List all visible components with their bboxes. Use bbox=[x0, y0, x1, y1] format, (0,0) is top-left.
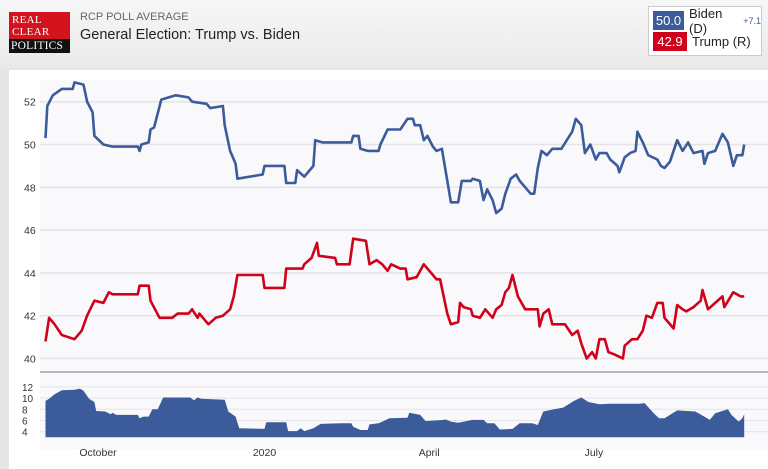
legend-item-biden[interactable]: 50.0 Biden (D) +7.1 bbox=[653, 6, 761, 36]
legend-item-trump[interactable]: 42.9 Trump (R) bbox=[653, 32, 751, 51]
spread-y-tick-label: 8 bbox=[22, 405, 28, 416]
x-tick-label: 2020 bbox=[253, 447, 277, 459]
y-tick-label: 42 bbox=[24, 311, 36, 323]
trump-name: Trump (R) bbox=[692, 34, 751, 49]
spread-y-tick-label: 4 bbox=[22, 428, 28, 439]
trump-value: 42.9 bbox=[653, 32, 687, 51]
trump-line bbox=[44, 237, 745, 360]
spread-y-tick-label: 10 bbox=[22, 394, 34, 405]
spread-area bbox=[45, 388, 745, 438]
page-title: General Election: Trump vs. Biden bbox=[80, 27, 301, 43]
y-tick-label: 52 bbox=[24, 97, 36, 109]
y-tick-label: 48 bbox=[24, 182, 36, 194]
y-tick-label: 50 bbox=[24, 140, 36, 152]
spread-y-tick-label: 6 bbox=[22, 417, 28, 428]
biden-value: 50.0 bbox=[653, 11, 685, 30]
rcp-logo[interactable]: REAL CLEAR POLITICS bbox=[9, 12, 70, 53]
kicker: RCP POLL AVERAGE bbox=[80, 11, 189, 23]
biden-line bbox=[44, 81, 746, 215]
logo-line: POLITICS bbox=[9, 39, 70, 53]
y-tick-label: 40 bbox=[24, 354, 36, 366]
y-tick-label: 44 bbox=[24, 268, 36, 280]
biden-name: Biden (D) bbox=[689, 5, 723, 36]
logo-line: REAL bbox=[12, 14, 42, 26]
y-tick-label: 46 bbox=[24, 225, 36, 237]
x-tick-label: July bbox=[585, 447, 604, 459]
spread-badge: +7.1 bbox=[743, 15, 761, 26]
header: REAL CLEAR POLITICS RCP POLL AVERAGE Gene… bbox=[0, 0, 768, 68]
spread-y-tick-label: 12 bbox=[22, 383, 34, 394]
legend: 50.0 Biden (D) +7.1 42.9 Trump (R) bbox=[648, 6, 762, 56]
x-tick-label: April bbox=[419, 447, 440, 459]
logo-line: CLEAR bbox=[12, 26, 50, 38]
plot-background bbox=[40, 80, 768, 450]
x-tick-label: October bbox=[79, 447, 117, 459]
